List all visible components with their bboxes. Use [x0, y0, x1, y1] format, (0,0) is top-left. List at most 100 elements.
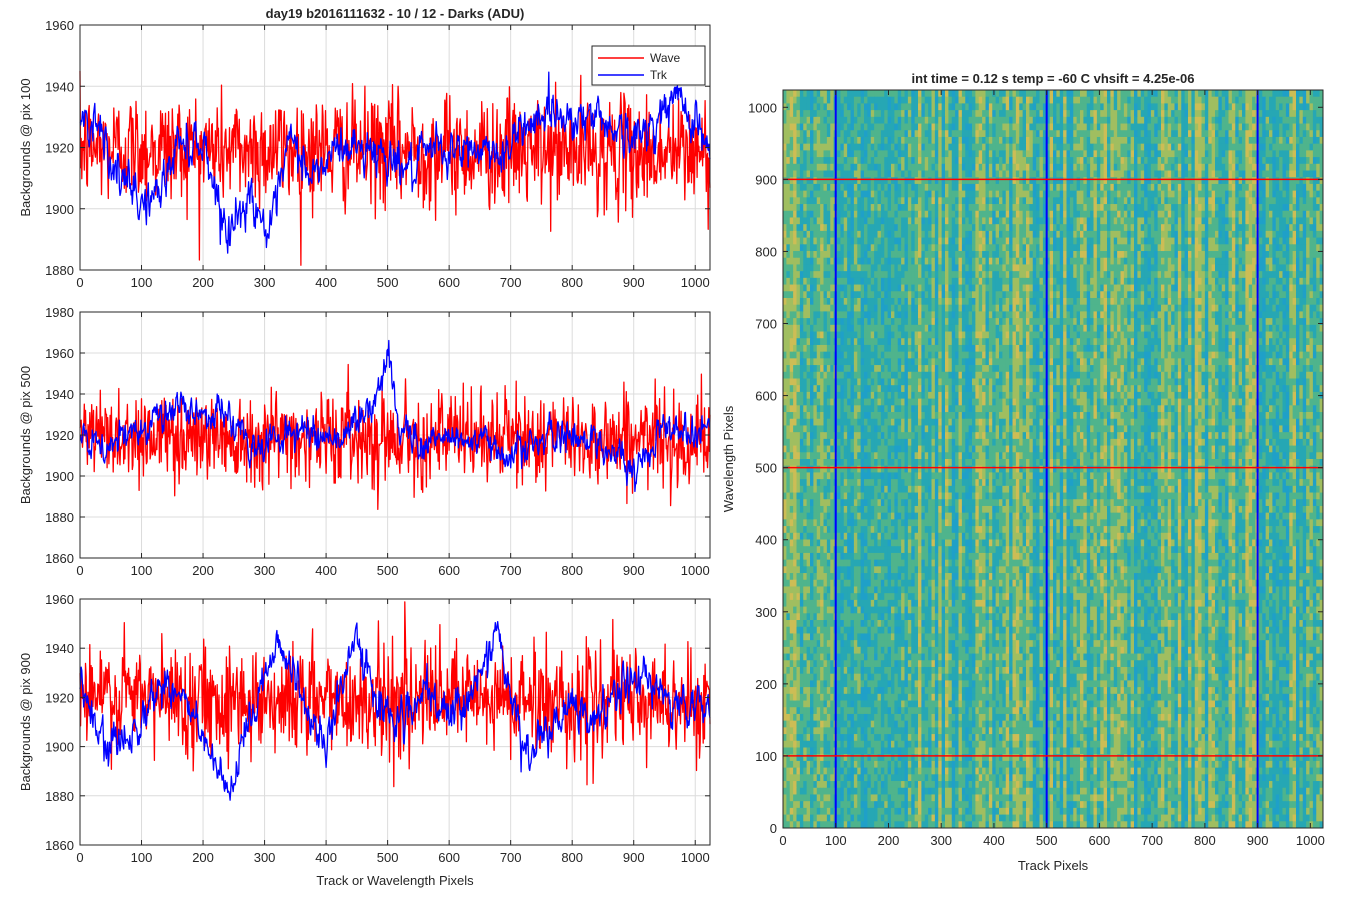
- heatmap-cell: [948, 224, 953, 232]
- heatmap-cell: [1039, 136, 1044, 145]
- heatmap-cell: [813, 150, 818, 158]
- heatmap-cell: [1201, 163, 1206, 171]
- heatmap-cell: [783, 284, 787, 292]
- heatmap-cell: [816, 110, 821, 118]
- heatmap-cell: [870, 150, 875, 158]
- heatmap-cell: [857, 157, 862, 165]
- heatmap-cell: [975, 284, 980, 292]
- heatmap-cell: [938, 103, 943, 111]
- heatmap-cell: [1289, 251, 1294, 259]
- heatmap-cell: [783, 143, 787, 151]
- heatmap-cell: [799, 96, 804, 104]
- heatmap-cell: [1184, 230, 1189, 238]
- heatmap-cell: [810, 110, 814, 118]
- heatmap-cell: [840, 251, 845, 259]
- heatmap-cell: [972, 197, 976, 205]
- heatmap-cell: [1073, 257, 1078, 265]
- heatmap-cell: [921, 251, 926, 259]
- heatmap-cell: [1289, 177, 1294, 185]
- heatmap-cell: [1285, 96, 1290, 104]
- heatmap-cell: [1009, 123, 1013, 131]
- heatmap-cell: [1211, 130, 1216, 138]
- heatmap-cell: [1053, 217, 1057, 225]
- heatmap-cell: [1296, 90, 1300, 98]
- heatmap-cell: [837, 170, 841, 178]
- heatmap-cell: [1174, 251, 1179, 259]
- heatmap-cell: [1177, 264, 1182, 272]
- heatmap-cell: [1208, 264, 1213, 272]
- heatmap-cell: [826, 183, 831, 192]
- heatmap-cell: [810, 210, 814, 218]
- heatmap-cell: [1154, 230, 1159, 238]
- heatmap-cell: [901, 116, 905, 124]
- heatmap-cell: [837, 210, 841, 218]
- heatmap-cell: [1103, 277, 1108, 285]
- heatmap-cell: [955, 244, 959, 252]
- heatmap-cell: [1090, 197, 1094, 205]
- heatmap-cell: [985, 143, 990, 151]
- heatmap-cell: [1265, 136, 1270, 145]
- heatmap-cell: [806, 110, 811, 118]
- heatmap-cell: [1208, 204, 1213, 212]
- heatmap-cell: [914, 237, 919, 245]
- heatmap-cell: [1306, 230, 1310, 238]
- heatmap-cell: [1113, 264, 1118, 272]
- heatmap-cell: [1100, 163, 1105, 171]
- heatmap-cell: [1215, 136, 1219, 145]
- heatmap-cell: [1269, 257, 1273, 265]
- heatmap-cell: [1120, 190, 1125, 198]
- heatmap-cell: [1076, 170, 1081, 178]
- heatmap-cell: [897, 170, 902, 178]
- heatmap-cell: [894, 277, 899, 285]
- heatmap-cell: [982, 90, 986, 98]
- heatmap-cell: [1022, 136, 1027, 145]
- heatmap-cell: [1161, 271, 1165, 279]
- heatmap-cell: [951, 251, 956, 259]
- heatmap-cell: [941, 170, 946, 178]
- heatmap-cell: [1221, 251, 1226, 259]
- heatmap-cell: [1150, 136, 1155, 145]
- heatmap-cell: [847, 90, 851, 98]
- heatmap-cell: [1009, 163, 1013, 171]
- heatmap-cell: [796, 237, 801, 245]
- heatmap-cell: [853, 277, 858, 285]
- heatmap-cell: [1012, 237, 1017, 245]
- heatmap-cell: [1167, 177, 1172, 185]
- heatmap-cell: [1005, 90, 1010, 98]
- heatmap-cell: [1056, 130, 1061, 138]
- heatmap-cell: [992, 170, 997, 178]
- heatmap-cell: [789, 257, 794, 265]
- heatmap-cell: [1009, 150, 1013, 158]
- heatmap-cell: [975, 123, 980, 131]
- heatmap-cell: [830, 150, 835, 158]
- heatmap-cell: [958, 136, 963, 145]
- heatmap-cell: [1204, 257, 1209, 265]
- heatmap-cell: [951, 157, 956, 165]
- heatmap-cell: [968, 143, 973, 151]
- heatmap-cell: [1245, 123, 1250, 131]
- heatmap-cell: [1161, 143, 1165, 151]
- heatmap-cell: [1309, 90, 1314, 98]
- heatmap-cell: [1073, 183, 1078, 192]
- heatmap-cell: [1009, 284, 1013, 292]
- heatmap-cell: [1032, 183, 1037, 192]
- heatmap-cell: [1059, 237, 1064, 245]
- heatmap-cell: [1086, 237, 1091, 245]
- heatmap-cell: [864, 204, 868, 212]
- heatmap-cell: [1312, 230, 1317, 238]
- heatmap-cell: [877, 284, 882, 292]
- heatmap-cell: [1127, 210, 1132, 218]
- heatmap-cell: [1194, 257, 1199, 265]
- heatmap-cell: [826, 271, 831, 279]
- heatmap-cell: [783, 130, 787, 138]
- heatmap-cell: [1012, 143, 1017, 151]
- heatmap-cell: [1140, 157, 1145, 165]
- heatmap-cell: [955, 197, 959, 205]
- heatmap-cell: [1093, 251, 1098, 259]
- heatmap-cell: [1296, 224, 1300, 232]
- heatmap-cell: [968, 277, 973, 285]
- heatmap-cell: [1012, 197, 1017, 205]
- heatmap-cell: [1231, 150, 1236, 158]
- heatmap-cell: [1137, 163, 1142, 171]
- heatmap-cell: [1012, 136, 1017, 145]
